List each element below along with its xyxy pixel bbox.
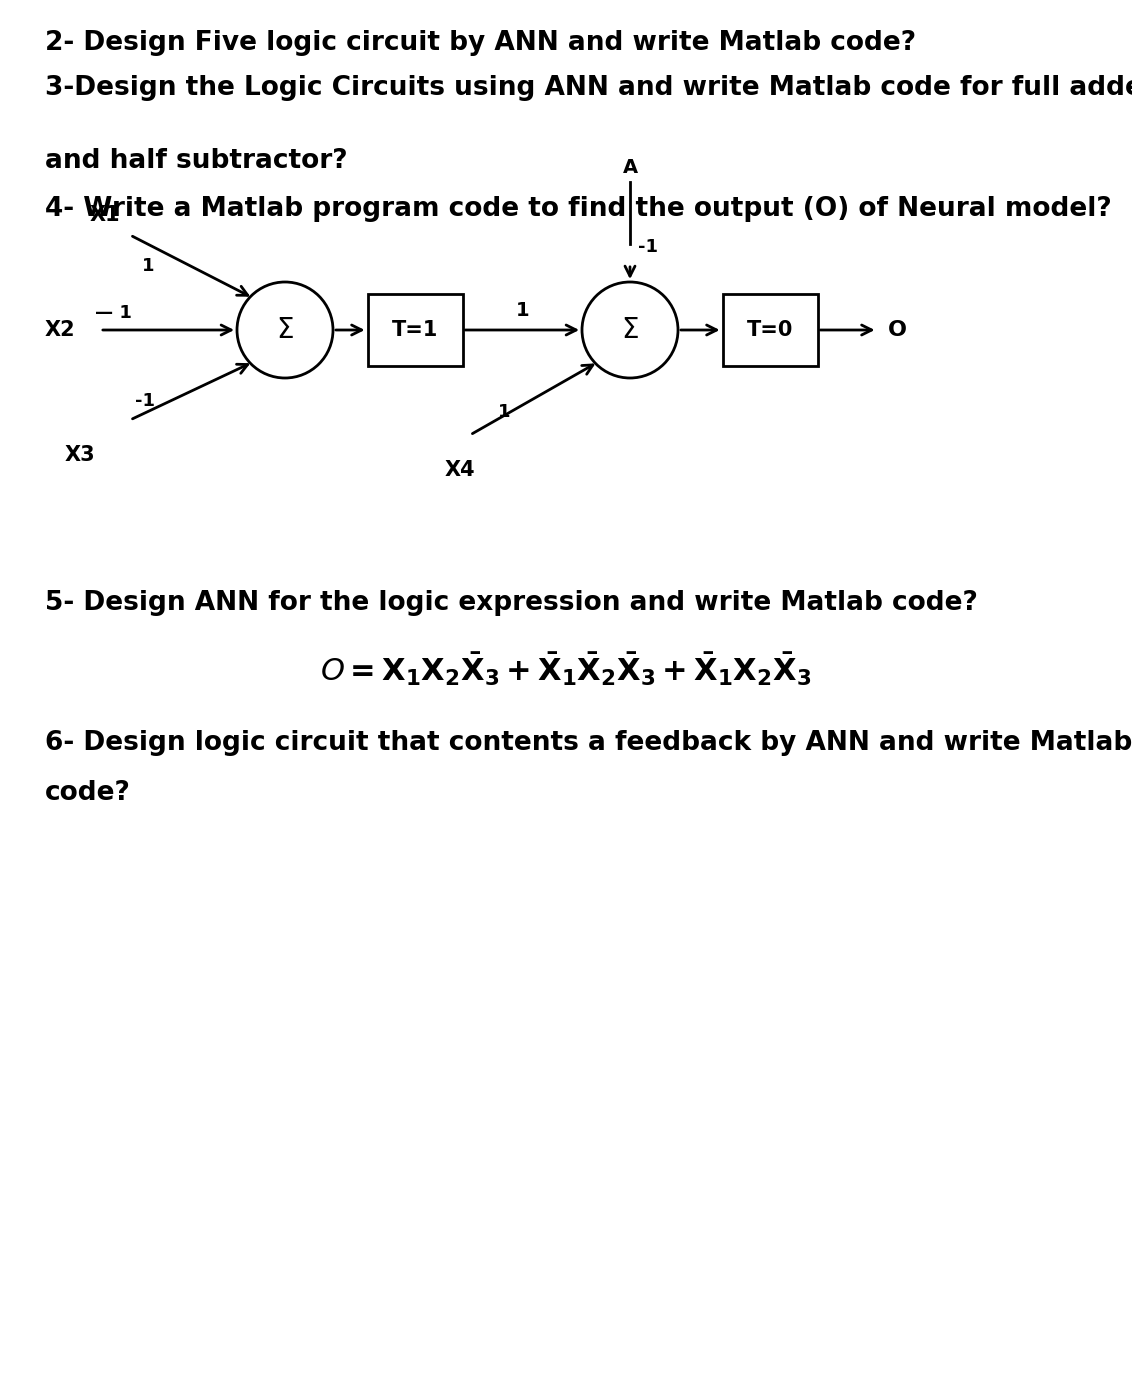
Text: 6- Design logic circuit that contents a feedback by ANN and write Matlab: 6- Design logic circuit that contents a … [45,730,1132,757]
Text: -1: -1 [135,391,155,409]
Text: O: O [887,319,907,340]
Text: 5- Design ANN for the logic expression and write Matlab code?: 5- Design ANN for the logic expression a… [45,591,978,615]
Text: code?: code? [45,780,131,806]
FancyBboxPatch shape [368,295,463,366]
Text: X2: X2 [45,319,76,340]
Text: X4: X4 [445,461,475,480]
Text: 2- Design Five logic circuit by ANN and write Matlab code?: 2- Design Five logic circuit by ANN and … [45,30,916,55]
Text: 1: 1 [498,402,511,420]
FancyBboxPatch shape [722,295,817,366]
Text: 1: 1 [142,257,154,275]
Text: and half subtractor?: and half subtractor? [45,148,348,174]
Text: X1: X1 [91,205,121,225]
Text: $\Sigma$: $\Sigma$ [621,315,638,344]
Text: 1: 1 [515,301,529,319]
Text: 3-Design the Logic Circuits using ANN and write Matlab code for full adder: 3-Design the Logic Circuits using ANN an… [45,75,1132,101]
Text: -1: -1 [638,238,658,256]
Text: T=0: T=0 [747,319,794,340]
Text: A: A [623,158,637,177]
Text: 4- Write a Matlab program code to find the output (O) of Neural model?: 4- Write a Matlab program code to find t… [45,196,1112,223]
Text: T=1: T=1 [392,319,438,340]
Text: — 1: — 1 [95,304,131,322]
Text: $\Sigma$: $\Sigma$ [276,315,294,344]
Text: X3: X3 [65,445,95,465]
Text: $\mathbf{\mathit{O} = X_1 X_2 \bar{X}_3 + \bar{X}_1 \bar{X}_2 \bar{X}_3 + \bar{X: $\mathbf{\mathit{O} = X_1 X_2 \bar{X}_3 … [320,650,812,687]
